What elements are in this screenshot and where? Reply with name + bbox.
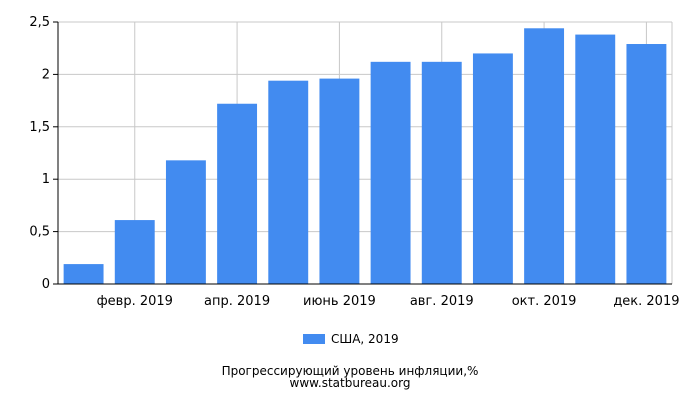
x-tick-label: дек. 2019	[613, 294, 679, 309]
legend-label: США, 2019	[331, 332, 399, 346]
bar	[165, 160, 206, 284]
bar	[370, 61, 411, 284]
bar	[575, 34, 616, 284]
y-axis-ticks: 0 0,5 1 1,5 2 2,5	[29, 15, 58, 292]
y-tick-label: 0,5	[29, 225, 50, 240]
legend-swatch	[303, 334, 325, 344]
x-axis-ticks: февр. 2019 апр. 2019 июнь 2019 авг. 2019 окт…	[97, 294, 680, 309]
legend: США, 2019	[303, 332, 399, 346]
bar	[114, 220, 155, 284]
x-tick-label: окт. 2019	[512, 294, 577, 309]
bar	[268, 80, 309, 284]
chart-caption-title: Прогрессирующий уровень инфляции,%	[221, 364, 479, 378]
bars-group	[63, 28, 667, 285]
bar	[319, 78, 360, 284]
bar	[524, 28, 565, 285]
y-tick-label: 0	[42, 277, 50, 292]
y-tick-label: 1,5	[29, 120, 50, 135]
bar	[63, 264, 104, 284]
bar	[217, 103, 258, 284]
y-tick-label: 2,5	[29, 15, 50, 30]
bar	[626, 44, 667, 285]
x-tick-label: апр. 2019	[204, 294, 270, 309]
y-tick-label: 1	[42, 172, 50, 187]
x-tick-label: июнь 2019	[303, 294, 376, 309]
chart-caption-source: www.statbureau.org	[289, 376, 411, 390]
y-tick-label: 2	[42, 67, 50, 82]
bar	[421, 61, 462, 284]
bar-chart: 0 0,5 1 1,5 2 2,5 февр. 2019 апр. 2019 июнь 201…	[29, 15, 680, 309]
x-tick-label: февр. 2019	[97, 294, 173, 309]
x-tick-label: авг. 2019	[410, 294, 474, 309]
axes	[53, 22, 672, 285]
bar	[472, 53, 513, 284]
